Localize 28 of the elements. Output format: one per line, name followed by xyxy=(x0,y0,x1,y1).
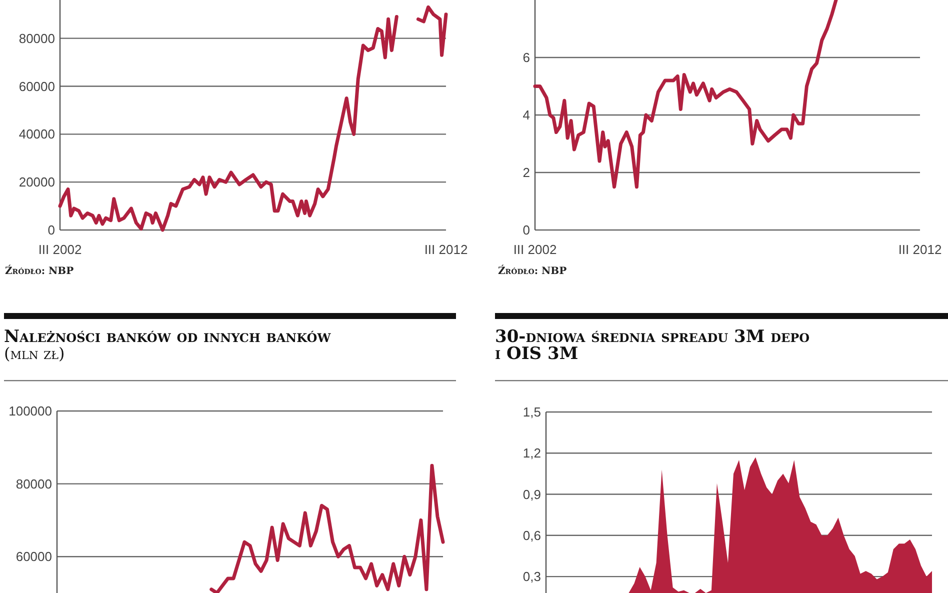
line-series xyxy=(210,464,445,593)
text: Źródło: NBP xyxy=(5,264,74,277)
y-tick-label: 2 xyxy=(522,165,530,180)
chart-title: 30-dniowa średnia spreadu 3M depo i OIS 3M xyxy=(495,327,810,364)
y-tick-label: 40000 xyxy=(18,126,55,142)
y-tick-label: 60000 xyxy=(16,549,52,564)
y-tick-label: 80000 xyxy=(16,476,52,492)
y-tick-label: 1,5 xyxy=(522,404,541,420)
y-tick-label: 4 xyxy=(522,108,530,123)
y-tick-label: 0 xyxy=(522,222,530,238)
y-tick-label: 20000 xyxy=(18,174,55,190)
y-tick-label: 0,6 xyxy=(522,528,541,543)
line-series xyxy=(533,0,838,189)
x-tick-label: III 2002 xyxy=(38,242,82,257)
y-tick-label: 60000 xyxy=(18,78,55,94)
y-tick-label: 1,2 xyxy=(522,446,541,461)
y-tick-label: 0,9 xyxy=(522,486,541,502)
x-tick-label: III 2012 xyxy=(424,242,468,257)
y-tick-label: 80000 xyxy=(18,30,55,46)
chart-subtitle: (mln zł) xyxy=(4,344,65,363)
x-tick-label: III 2002 xyxy=(513,242,557,257)
x-tick-label: III 2012 xyxy=(898,242,942,257)
text: Źródło: NBP xyxy=(498,264,568,277)
y-tick-label: 6 xyxy=(522,50,530,66)
y-tick-label: 0,3 xyxy=(522,569,541,584)
y-tick-label: 0 xyxy=(48,222,55,238)
y-tick-label: 100000 xyxy=(8,404,52,419)
chart-title: Należności banków od innych banków xyxy=(4,327,332,347)
